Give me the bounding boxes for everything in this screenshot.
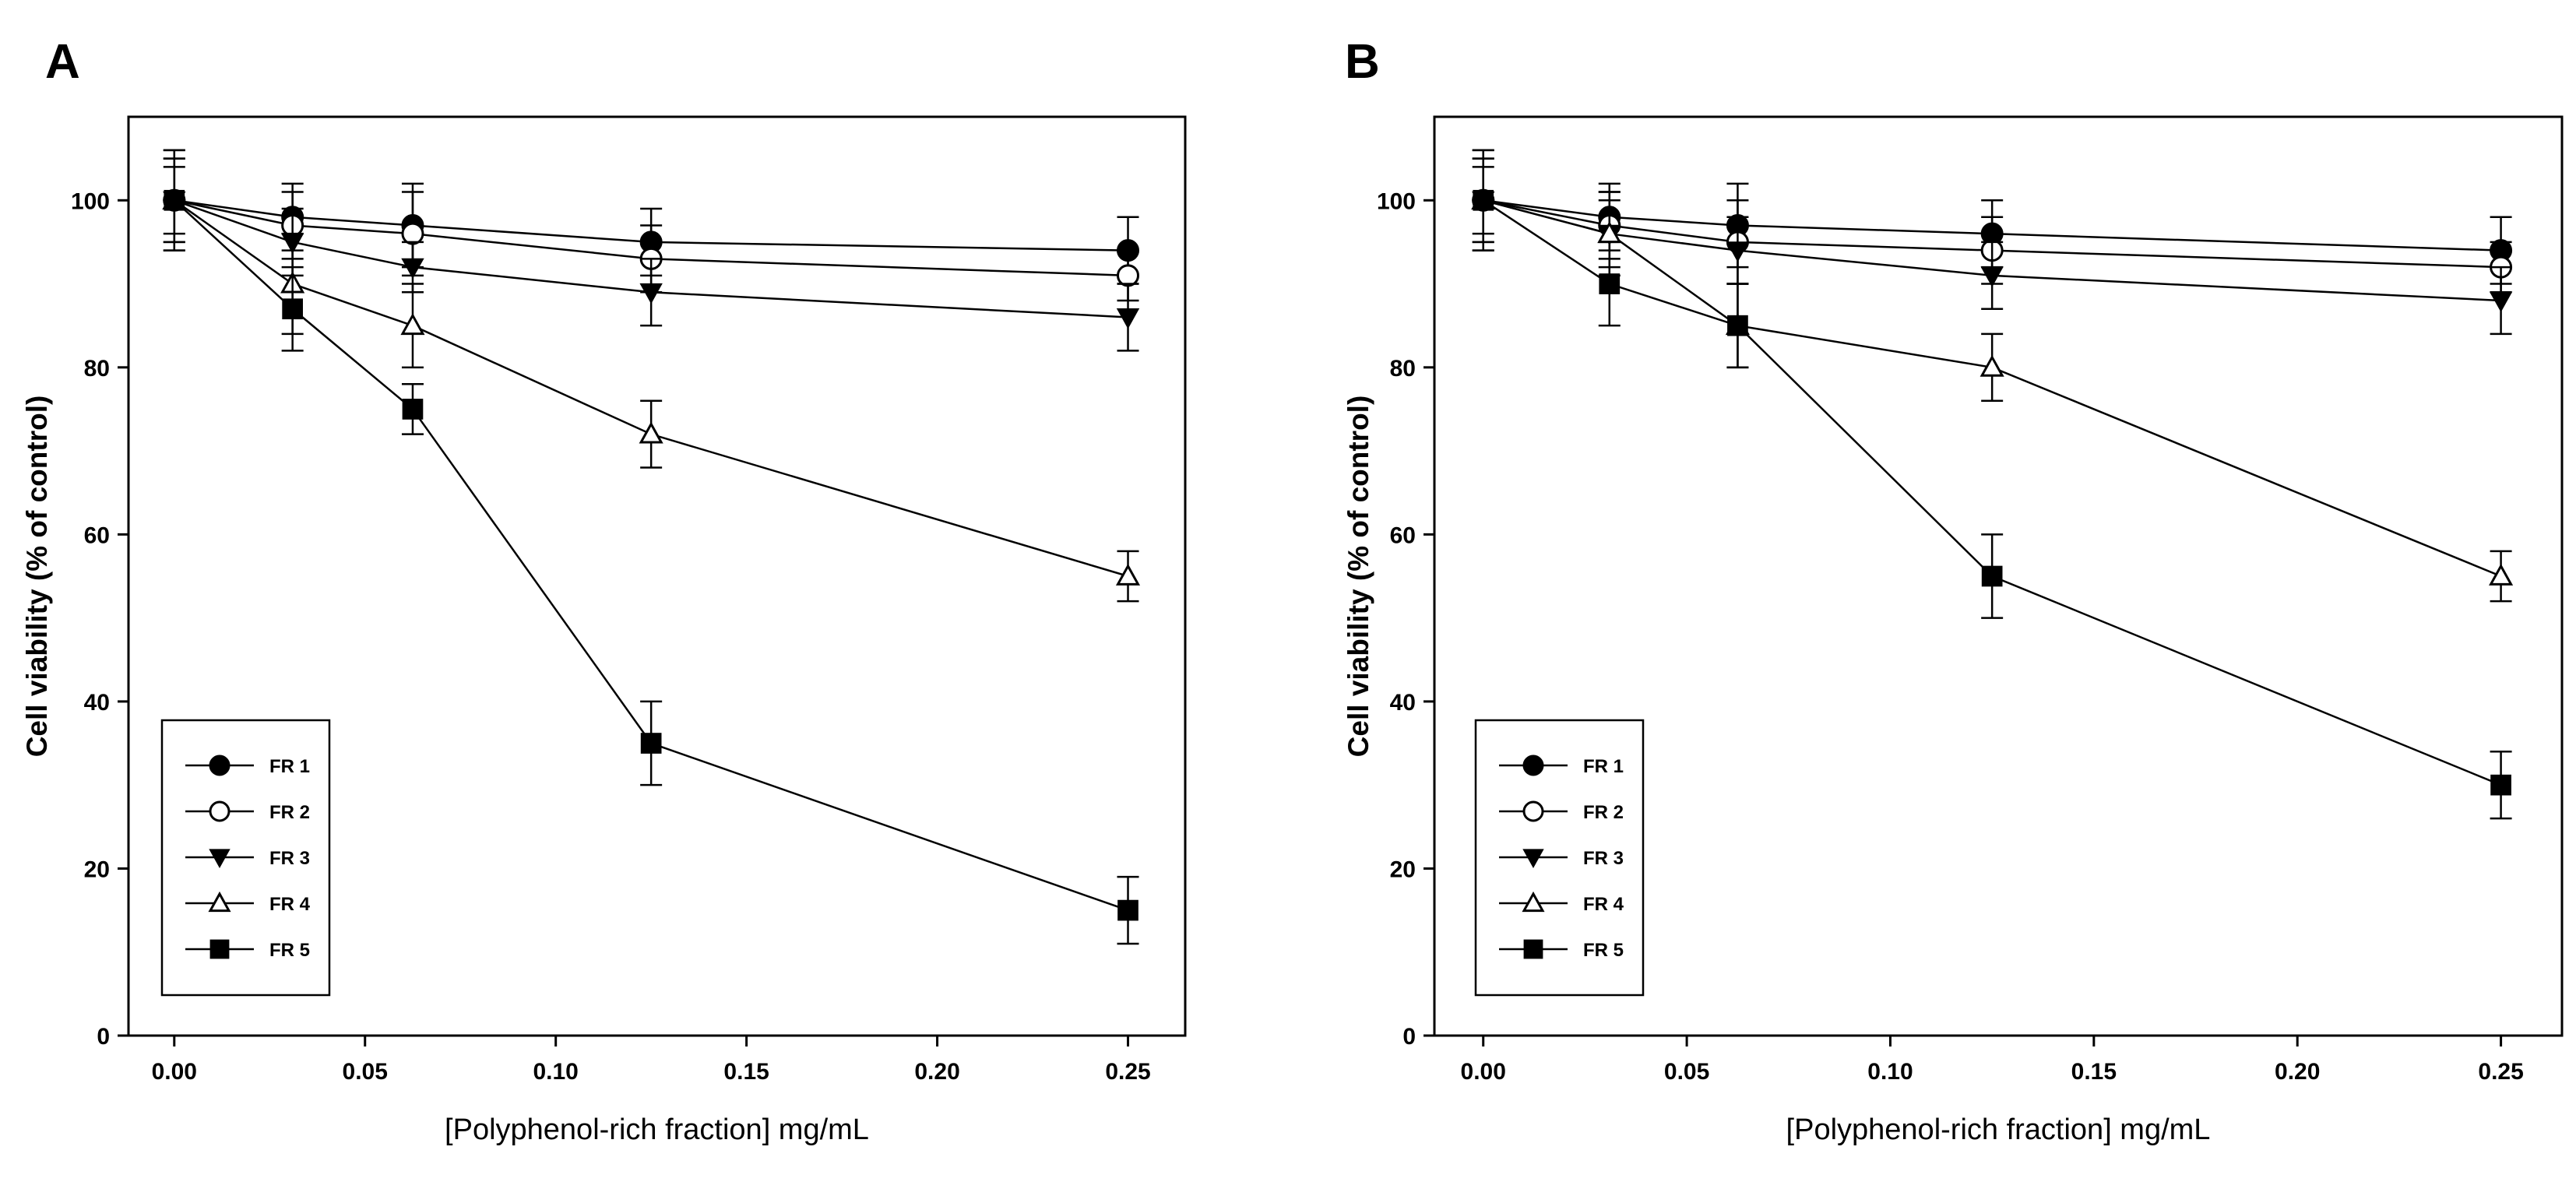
x-axis-label: [Polyphenol-rich fraction] mg/mL (445, 1113, 869, 1146)
data-point (2489, 291, 2513, 313)
x-tick-label: 0.05 (1664, 1059, 1709, 1085)
x-tick-label: 0.10 (1867, 1059, 1913, 1085)
data-point (282, 298, 304, 320)
y-tick-label: 60 (84, 522, 110, 548)
data-point (401, 258, 424, 280)
plot-frame (127, 115, 1187, 1037)
legend-item: FR 2 (185, 800, 310, 823)
circle-open-icon (209, 800, 231, 822)
x-tick-label: 0.05 (343, 1059, 388, 1085)
legend-item: FR 5 (185, 939, 310, 961)
legend-item: FR 3 (1499, 848, 1624, 869)
data-point (1980, 266, 2004, 287)
legend-label: FR 1 (269, 756, 310, 777)
legend-item: FR 4 (1499, 891, 1624, 915)
legend-label: FR 1 (1583, 756, 1624, 777)
triangle-down-filled-icon (1522, 849, 1544, 869)
legend-label: FR 4 (269, 894, 311, 915)
legend-item: FR 1 (185, 755, 310, 777)
circle-filled-icon (1522, 755, 1544, 776)
legend-item: FR 5 (1499, 939, 1624, 961)
x-tick-label: 0.00 (1461, 1059, 1506, 1085)
y-tick-label: 80 (1390, 356, 1416, 382)
data-point (1727, 315, 1748, 336)
legend-label: FR 2 (269, 802, 310, 823)
data-point (400, 313, 425, 336)
y-tick-label: 100 (71, 188, 110, 214)
chart-panel-a: A 0 20 40 60 80 100 0.00 0.05 0.10 0.15 0.20 0.25 Cel… (21, 35, 1187, 1146)
legend: FR 1 FR 2 FR 3 FR 4 FR 5 (1474, 719, 1645, 997)
data-point (639, 421, 663, 444)
legend-label: FR 4 (1583, 894, 1624, 915)
data-point (1726, 241, 1750, 262)
y-tick-label: 40 (84, 690, 110, 716)
y-tick-label: 20 (84, 857, 110, 882)
y-tick-label: 0 (97, 1024, 110, 1050)
legend-item: FR 3 (185, 848, 310, 869)
panel-letter: A (45, 35, 80, 89)
data-point (164, 189, 185, 211)
data-point (1117, 264, 1140, 287)
legend: FR 1 FR 2 FR 3 FR 4 FR 5 (160, 719, 331, 997)
y-tick-label: 0 (1402, 1024, 1416, 1050)
y-tick-label: 40 (1390, 690, 1416, 716)
data-point (1117, 899, 1138, 921)
legend-label: FR 5 (269, 940, 310, 961)
square-filled-icon (1523, 939, 1543, 959)
y-axis-label: Cell viability (% of control) (21, 396, 53, 758)
data-point (640, 733, 662, 754)
data-point (2490, 774, 2511, 796)
data-point (1981, 565, 2003, 587)
circle-open-icon (1522, 800, 1544, 822)
x-tick-label: 0.15 (723, 1059, 769, 1085)
data-point (1980, 354, 2004, 377)
series-fr-3 (1472, 166, 2513, 336)
legend-item: FR 2 (1499, 800, 1624, 823)
series-fr-5 (1472, 149, 2512, 820)
legend-label: FR 2 (1583, 802, 1624, 823)
data-point (401, 222, 424, 245)
panel-letter: B (1345, 35, 1380, 89)
legend-label: FR 3 (1583, 848, 1624, 869)
legend-label: FR 5 (1583, 940, 1624, 961)
data-point (1599, 273, 1621, 294)
series-fr-5 (163, 149, 1139, 945)
y-tick-label: 80 (84, 356, 110, 382)
legend-item: FR 1 (1499, 755, 1624, 777)
triangle-up-open-icon (208, 891, 231, 913)
data-point (402, 399, 424, 420)
plot-frame (1433, 115, 2564, 1037)
y-axis-label: Cell viability (% of control) (1343, 396, 1374, 758)
data-point (1115, 563, 1141, 586)
triangle-down-filled-icon (209, 849, 231, 869)
triangle-up-open-icon (1522, 891, 1545, 913)
data-point (1116, 308, 1140, 329)
data-point (639, 283, 663, 304)
circle-filled-icon (209, 755, 231, 776)
square-filled-icon (209, 939, 230, 959)
x-tick-label: 0.00 (152, 1059, 197, 1085)
data-point (1473, 189, 1494, 211)
x-tick-label: 0.25 (1105, 1059, 1150, 1085)
legend-item: FR 4 (185, 891, 311, 915)
y-tick-label: 100 (1377, 188, 1416, 214)
x-tick-label: 0.25 (2478, 1059, 2523, 1085)
y-tick-label: 20 (1390, 857, 1416, 882)
x-tick-label: 0.20 (914, 1059, 959, 1085)
x-tick-label: 0.20 (2275, 1059, 2320, 1085)
data-point (2489, 563, 2514, 586)
chart-panel-b: B 0 20 40 60 80 100 0.00 0.05 0.10 0.15 0.20 0.25 Cel… (1343, 35, 2564, 1146)
x-tick-label: 0.10 (533, 1059, 578, 1085)
y-tick-label: 60 (1390, 522, 1416, 548)
x-tick-label: 0.15 (2071, 1059, 2117, 1085)
legend-label: FR 3 (269, 848, 310, 869)
x-axis-label: [Polyphenol-rich fraction] mg/mL (1786, 1113, 2211, 1146)
